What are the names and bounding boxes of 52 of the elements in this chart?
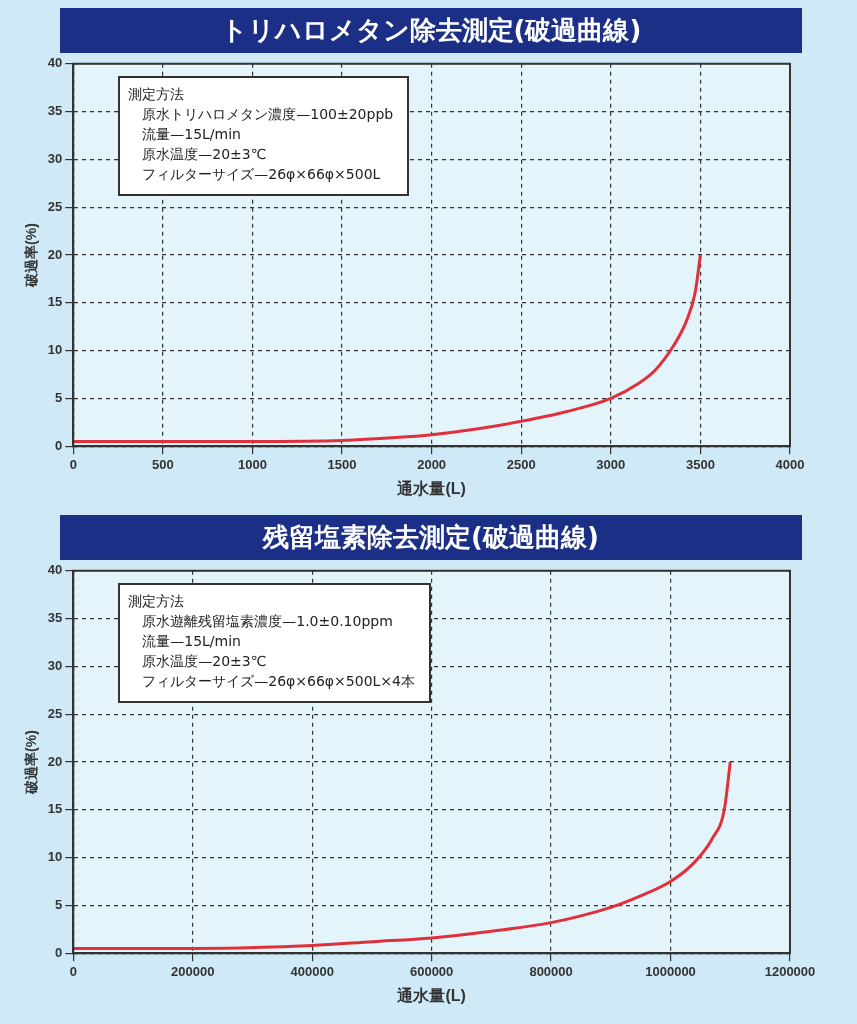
line-series <box>73 253 702 443</box>
annotation: 測定方法 <box>128 84 186 104</box>
y-tick-label: 35 <box>47 103 63 119</box>
y-tick-label: 0 <box>55 437 63 453</box>
x-tick-label: 3500 <box>685 456 715 472</box>
y-tick-label: 40 <box>47 562 63 578</box>
annotation: 流量—15L/min <box>141 124 242 144</box>
annotation: 原水温度—20±3℃ <box>141 651 268 671</box>
annotation: 流量—15L/min <box>141 631 242 651</box>
x-tick-label: 400000 <box>290 963 334 979</box>
chart-title: 残留塩素除去測定(破過曲線) <box>60 515 802 560</box>
annotation: 原水温度—20±3℃ <box>141 144 268 164</box>
y-tick-label: 10 <box>47 342 63 358</box>
y-tick-label: 30 <box>47 150 63 166</box>
y-tick-label: 5 <box>55 896 63 912</box>
annotation: 原水遊離残留塩素濃度—1.0±0.10ppm <box>141 611 394 631</box>
y-axis-title: 破過率(%) <box>23 223 40 288</box>
x-tick-label: 800000 <box>529 963 573 979</box>
line-series <box>73 760 732 950</box>
annotation: 原水トリハロメタン濃度—100±20ppb <box>141 104 394 124</box>
y-tick-label: 35 <box>47 610 63 626</box>
annotation: フィルターサイズ—26φ×66φ×500L <box>141 164 382 184</box>
y-tick-label: 40 <box>47 55 63 71</box>
x-tick-label: 500 <box>152 456 174 472</box>
x-tick-label: 200000 <box>171 963 215 979</box>
y-tick-label: 15 <box>47 294 63 310</box>
x-tick-label: 2000 <box>417 456 447 472</box>
x-tick-label: 600000 <box>409 963 454 979</box>
chart-title: トリハロメタン除去測定(破過曲線) <box>60 8 802 53</box>
x-tick-label: 1200000 <box>764 963 816 979</box>
x-tick-label: 0 <box>69 456 77 472</box>
x-tick-label: 1000000 <box>645 963 696 979</box>
y-tick-label: 25 <box>47 705 63 721</box>
y-tick-label: 25 <box>47 198 63 214</box>
y-tick-label: 5 <box>55 389 63 405</box>
y-tick-label: 15 <box>47 801 63 817</box>
y-tick-label: 20 <box>47 246 63 262</box>
x-tick-label: 2500 <box>506 456 536 472</box>
annotation: フィルターサイズ—26φ×66φ×500L×4本 <box>141 671 415 691</box>
x-axis-title: 通水量(L) <box>396 479 466 497</box>
y-tick-label: 30 <box>47 657 63 673</box>
x-tick-label: 4000 <box>775 456 805 472</box>
x-tick-label: 1000 <box>237 456 267 472</box>
y-tick-label: 10 <box>47 849 63 865</box>
x-axis-title: 通水量(L) <box>396 986 466 1004</box>
x-tick-label: 1500 <box>327 456 357 472</box>
y-tick-label: 0 <box>55 944 63 960</box>
x-tick-label: 3000 <box>596 456 626 472</box>
annotation: 測定方法 <box>128 591 186 611</box>
x-tick-label: 0 <box>69 963 77 979</box>
y-tick-label: 20 <box>47 753 63 769</box>
y-axis-title: 破過率(%) <box>23 730 40 795</box>
